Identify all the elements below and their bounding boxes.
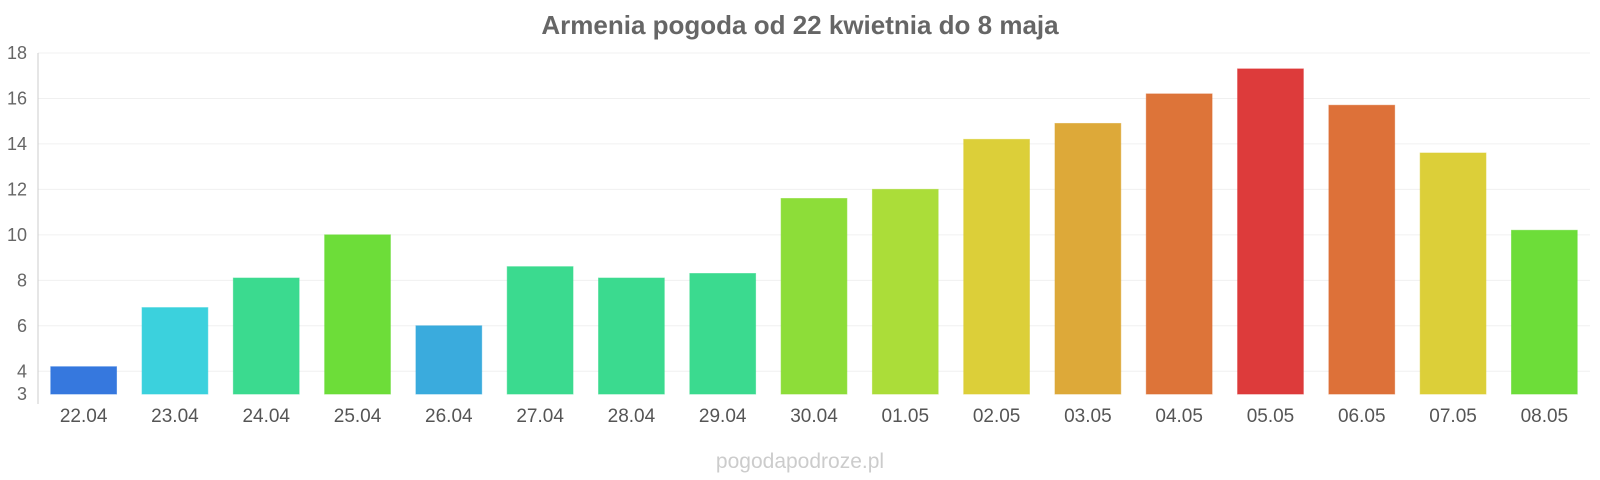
y-tick-label: 14: [7, 134, 27, 154]
chart-title: Armenia pogoda od 22 kwietnia do 8 maja: [541, 10, 1059, 40]
bar-05.05: [1237, 68, 1304, 395]
x-tick-label: 07.05: [1429, 406, 1477, 427]
bar-26.04: [415, 325, 483, 395]
bar-04.05: [1145, 93, 1213, 395]
x-tick-label: 02.05: [973, 406, 1021, 427]
bar-07.05: [1419, 152, 1487, 395]
x-tick-label: 26.04: [425, 406, 473, 427]
x-tick-label: 06.05: [1338, 406, 1386, 427]
watermark: pogodapodroze.pl: [715, 450, 885, 473]
bar-06.05: [1328, 104, 1396, 395]
x-tick-label: 24.04: [242, 406, 290, 427]
x-tick-label: 01.05: [882, 406, 930, 427]
bar-22.04: [50, 366, 118, 395]
bar-27.04: [506, 266, 574, 395]
y-tick-label: 10: [7, 225, 27, 245]
bar-23.04: [141, 307, 209, 395]
bar-29.04: [689, 273, 757, 395]
y-tick-label: 3: [17, 384, 27, 404]
bar-02.05: [963, 138, 1030, 395]
bar-03.05: [1054, 122, 1122, 395]
y-tick-label: 16: [7, 88, 27, 108]
x-tick-label: 28.04: [608, 406, 656, 427]
x-tick-label: 23.04: [151, 406, 199, 427]
bar-01.05: [871, 188, 939, 395]
bar-24.04: [232, 277, 300, 395]
x-tick-label: 30.04: [790, 406, 838, 427]
y-tick-label: 6: [17, 316, 27, 336]
x-tick-label: 25.04: [334, 406, 382, 427]
x-tick-label: 22.04: [60, 406, 108, 427]
x-tick-label: 05.05: [1247, 406, 1295, 427]
x-tick-label: 27.04: [516, 406, 564, 427]
bar-30.04: [780, 197, 848, 395]
y-tick-label: 8: [17, 270, 27, 290]
y-tick-label: 18: [7, 43, 27, 63]
x-tick-label: 29.04: [699, 406, 747, 427]
x-tick-label: 03.05: [1064, 406, 1112, 427]
y-tick-label: 4: [17, 361, 27, 381]
x-tick-label: 04.05: [1155, 406, 1203, 427]
x-tick-label: 08.05: [1521, 406, 1569, 427]
bar-28.04: [598, 277, 665, 395]
y-tick-label: 12: [7, 179, 27, 199]
bar-08.05: [1510, 229, 1578, 395]
bar-25.04: [324, 234, 391, 395]
